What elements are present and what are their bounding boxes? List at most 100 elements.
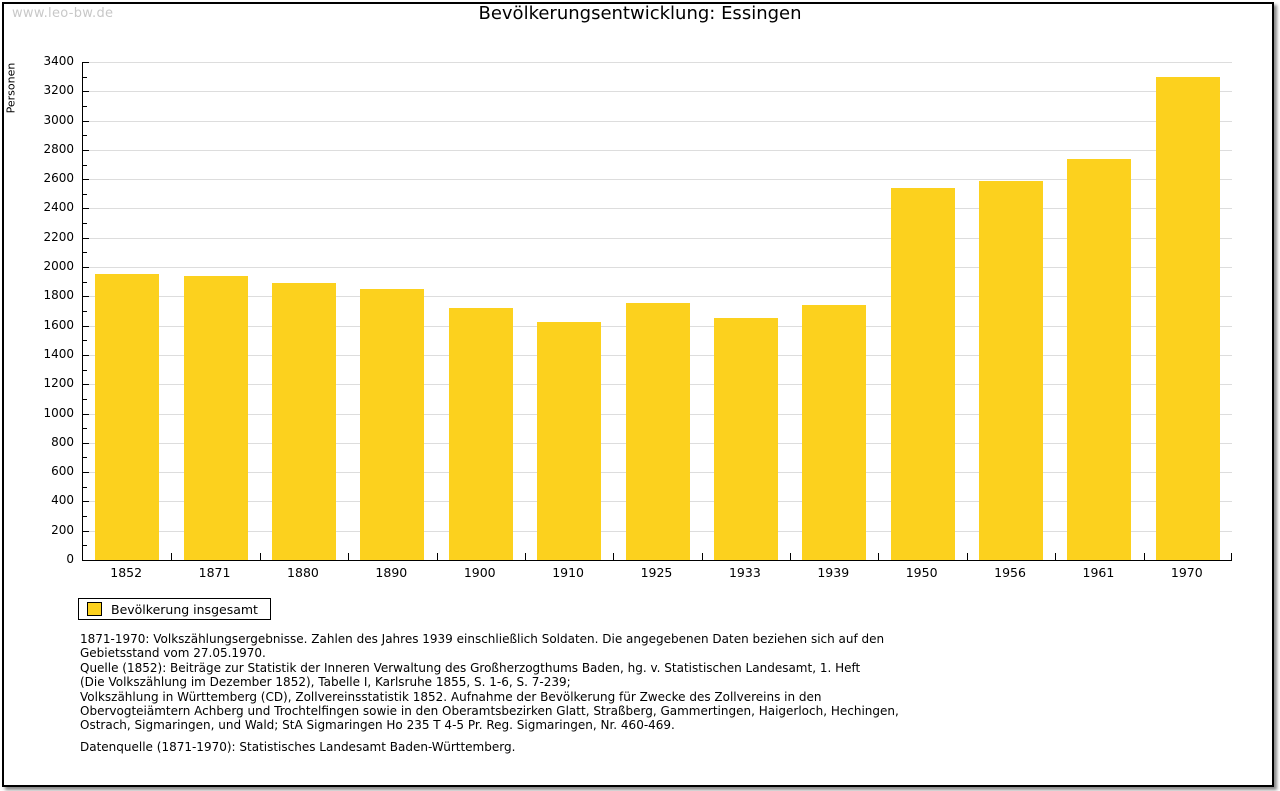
gridline-2200 [83, 237, 1232, 239]
x-tick-label-1970: 1970 [1170, 565, 1203, 580]
y-major-tick-2000 [83, 267, 89, 269]
gridline-3400 [83, 62, 1232, 63]
x-tick-label-1950: 1950 [905, 565, 938, 580]
y-minor-tick-900 [83, 428, 87, 430]
legend: Bevölkerung insgesamt [78, 598, 271, 620]
y-minor-tick-3100 [83, 105, 87, 107]
gridline-2800 [83, 149, 1232, 151]
legend-swatch-icon [87, 602, 102, 616]
y-tick-label-800: 800 [51, 434, 74, 449]
y-minor-tick-1700 [83, 311, 87, 312]
y-major-tick-2800 [83, 149, 89, 151]
x-tick-label-1890: 1890 [375, 565, 408, 580]
y-minor-tick-3300 [83, 76, 87, 78]
bar-1961 [1067, 159, 1132, 560]
y-minor-tick-2300 [83, 223, 87, 225]
y-major-tick-3000 [83, 120, 89, 122]
x-tick-label-1925: 1925 [640, 565, 673, 580]
y-minor-tick-2700 [83, 164, 87, 166]
x-tick-10 [966, 553, 968, 560]
bar-1933 [713, 318, 778, 560]
x-tick-label-1880: 1880 [287, 565, 319, 580]
y-tick-label-2800: 2800 [43, 141, 74, 156]
x-tick-11 [1055, 553, 1057, 560]
y-minor-tick-500 [83, 486, 87, 488]
bar-1956 [979, 180, 1044, 560]
gridline-2600 [83, 179, 1232, 181]
y-minor-tick-2500 [83, 193, 87, 195]
y-tick-label-1400: 1400 [43, 346, 74, 361]
x-tick-label-1961: 1961 [1082, 565, 1115, 580]
y-tick-label-2000: 2000 [43, 259, 74, 274]
y-minor-tick-100 [83, 545, 87, 547]
gridline-1800 [83, 296, 1232, 298]
bar-1910 [537, 322, 602, 560]
bar-1852 [95, 274, 160, 560]
x-tick-label-1910: 1910 [552, 565, 585, 580]
y-major-tick-800 [83, 442, 89, 444]
x-tick-label-1871: 1871 [198, 565, 231, 580]
bar-1950 [890, 187, 955, 560]
y-tick-label-1800: 1800 [43, 288, 74, 303]
x-tick-9 [878, 553, 880, 560]
y-minor-tick-1100 [83, 398, 87, 400]
bar-1925 [625, 303, 690, 560]
x-tick-label-1852: 1852 [110, 565, 143, 580]
y-tick-label-3200: 3200 [43, 83, 74, 98]
y-major-tick-2600 [83, 179, 89, 181]
y-tick-label-1000: 1000 [43, 405, 74, 420]
y-tick-label-3400: 3400 [43, 54, 74, 68]
y-major-tick-1800 [83, 296, 89, 298]
y-minor-tick-2100 [83, 252, 87, 254]
y-major-tick-3400 [83, 62, 89, 63]
x-axis-tick-labels: 1852 1871 1880 1890 1900 1910 1925 1933 1939 1950… [82, 565, 1231, 581]
y-tick-label-2600: 2600 [43, 171, 74, 186]
y-tick-label-400: 400 [51, 493, 74, 508]
x-tick-3 [348, 553, 350, 560]
y-minor-tick-1900 [83, 281, 87, 283]
y-major-tick-3200 [83, 91, 89, 93]
y-tick-label-0: 0 [66, 552, 74, 566]
legend-label: Bevölkerung insgesamt [111, 601, 258, 617]
x-tick-label-1939: 1939 [817, 565, 850, 580]
gridline-3000 [83, 120, 1232, 122]
bar-1939 [802, 305, 867, 560]
x-tick-13 [1231, 553, 1232, 560]
y-minor-tick-700 [83, 457, 87, 459]
y-axis-tick-labels: 0 200 400 600 800 1000 1200 1400 1600 1800 2000 220… [0, 54, 78, 566]
y-tick-label-1600: 1600 [43, 317, 74, 332]
x-tick-label-1956: 1956 [994, 565, 1026, 580]
bar-1900 [448, 308, 513, 560]
y-tick-label-2400: 2400 [43, 200, 74, 215]
y-major-tick-2200 [83, 237, 89, 239]
watermark: www.leo-bw.de [12, 6, 114, 21]
y-major-tick-1200 [83, 384, 89, 386]
y-major-tick-1600 [83, 325, 89, 327]
x-tick-label-1933: 1933 [728, 565, 761, 580]
x-tick-label-1900: 1900 [463, 565, 496, 580]
x-tick-4 [436, 553, 438, 560]
bar-chart-plot-area [82, 62, 1232, 561]
y-major-tick-2400 [83, 208, 89, 210]
x-tick-7 [701, 553, 703, 560]
y-minor-tick-1500 [83, 340, 87, 342]
y-tick-label-600: 600 [51, 464, 74, 479]
y-tick-label-2200: 2200 [43, 229, 74, 244]
bar-1890 [360, 289, 425, 560]
chart-title: Bevölkerungsentwicklung: Essingen [478, 3, 802, 24]
y-tick-label-3000: 3000 [43, 112, 74, 127]
bar-1871 [183, 275, 248, 560]
x-tick-6 [613, 553, 615, 560]
gridline-2000 [83, 267, 1232, 269]
bar-1970 [1155, 77, 1220, 560]
y-major-tick-200 [83, 530, 89, 532]
x-tick-1 [171, 553, 173, 560]
y-major-tick-1000 [83, 413, 89, 415]
y-major-tick-1400 [83, 354, 89, 356]
footnote-text: 1871-1970: Volkszählungsergebnisse. Zahl… [80, 632, 899, 733]
x-tick-5 [524, 553, 526, 560]
x-tick-2 [259, 553, 261, 560]
gridline-3200 [83, 91, 1232, 93]
datasource-text: Datenquelle (1871-1970): Statistisches L… [80, 740, 516, 754]
y-major-tick-400 [83, 501, 89, 503]
